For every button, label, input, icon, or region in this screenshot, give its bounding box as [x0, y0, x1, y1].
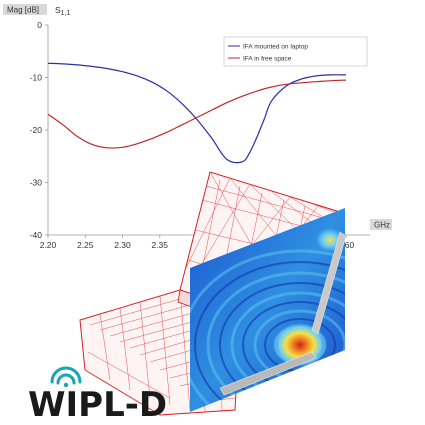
series-line-laptop [47, 62, 347, 164]
x-tick-label: 2.20 [40, 240, 57, 250]
y-parameter: S1,1 [55, 5, 71, 17]
y-parameter-subscript: 1,1 [61, 10, 71, 17]
y-tick-label: -20 [30, 125, 43, 135]
x-unit-label: GHz [374, 221, 390, 230]
series-line-free-space [47, 79, 347, 149]
x-tick-label: 2.25 [77, 240, 94, 250]
legend-label-laptop: IFA mounted on laptop [243, 44, 308, 51]
laptop-section-lid [311, 231, 345, 335]
series-layer [47, 62, 347, 164]
y-tick-label: -40 [30, 230, 43, 240]
x-tick-label: 2.60 [338, 240, 355, 250]
y-unit-label: Mag [dB] [7, 6, 39, 15]
wipl-d-logo: WIPL-D [28, 366, 167, 425]
y-unit-box [3, 4, 47, 15]
x-tick-label: 2.30 [114, 240, 131, 250]
legend-label-free-space: IFA in free space [243, 56, 292, 63]
laptop-section-base [219, 351, 317, 396]
y-parameter-name: S [55, 5, 61, 15]
x-ticks: 2.20 2.25 2.30 2.35 2.60 [40, 235, 355, 250]
logo-signal-arcs-icon [50, 366, 82, 385]
x-tick-label: 2.35 [151, 240, 168, 250]
y-tick-label: 0 [37, 20, 42, 30]
x-unit-box [370, 219, 392, 230]
legend-box [223, 36, 368, 67]
y-tick-label: -10 [30, 73, 43, 83]
legend: IFA mounted on laptop IFA in free space [223, 36, 368, 67]
logo-text: WIPL-D [28, 385, 167, 425]
y-ticks: 0 -10 -20 -30 -40 [30, 20, 48, 240]
y-tick-label: -30 [30, 178, 43, 188]
logo-dot-icon [63, 382, 69, 388]
